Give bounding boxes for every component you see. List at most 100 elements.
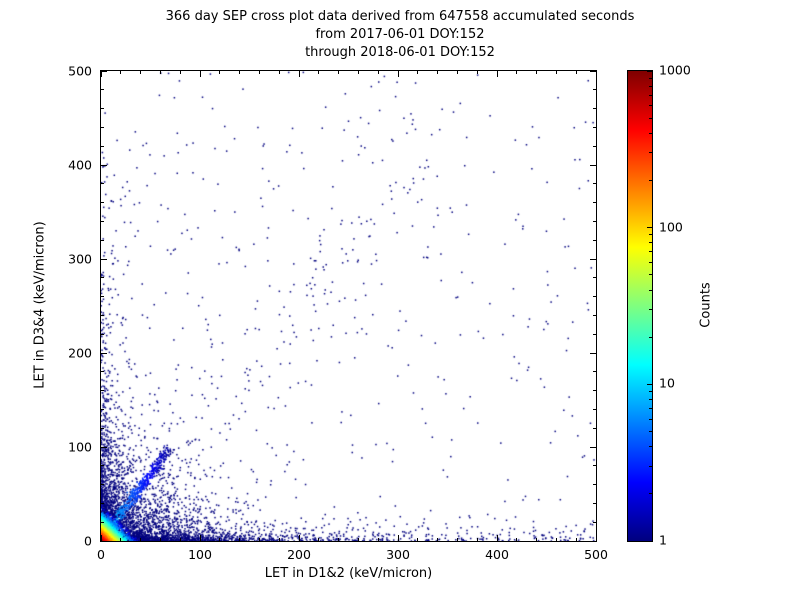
tick-mark — [590, 446, 596, 448]
tick-mark — [120, 538, 122, 541]
tick-mark — [338, 71, 340, 74]
tick-mark — [199, 71, 201, 77]
tick-mark — [239, 538, 241, 541]
x-axis-label: LET in D1&2 (keV/micron) — [264, 566, 433, 581]
tick-mark — [476, 538, 478, 541]
tick-mark — [219, 71, 221, 74]
tick-mark — [417, 71, 419, 74]
tick-mark — [593, 239, 596, 241]
tick-mark — [536, 71, 538, 74]
colorbar-tick-mark — [649, 465, 652, 467]
colorbar-tick-mark — [649, 399, 652, 401]
colorbar-tick-mark — [647, 70, 652, 72]
tick-mark — [101, 446, 107, 448]
tick-mark — [593, 296, 596, 298]
tick-mark — [199, 535, 201, 541]
tick-mark — [593, 220, 596, 222]
tick-mark — [101, 145, 104, 147]
tick-mark — [101, 183, 104, 185]
tick-mark — [179, 538, 181, 541]
tick-mark — [140, 538, 142, 541]
tick-mark — [101, 258, 107, 260]
tick-mark — [456, 71, 458, 74]
tick-mark — [101, 89, 104, 91]
tick-mark — [101, 502, 104, 504]
tick-mark — [101, 164, 107, 166]
tick-mark — [456, 538, 458, 541]
x-tick-label: 100 — [188, 547, 212, 562]
tick-mark — [593, 484, 596, 486]
plot-title-line-1: 366 day SEP cross plot data derived from… — [165, 9, 635, 24]
colorbar-tick-mark — [649, 430, 652, 432]
tick-mark — [101, 390, 104, 392]
tick-mark — [593, 390, 596, 392]
tick-mark — [437, 71, 439, 74]
tick-mark — [575, 538, 577, 541]
colorbar-tick-mark — [649, 251, 652, 253]
x-tick-label: 400 — [485, 547, 509, 562]
tick-mark — [101, 521, 104, 523]
tick-mark — [101, 296, 104, 298]
colorbar-tick-mark — [647, 383, 652, 385]
colorbar-tick-mark — [647, 227, 652, 229]
tick-mark — [101, 70, 107, 72]
tick-mark — [101, 220, 104, 222]
tick-mark — [593, 277, 596, 279]
y-tick-label: 200 — [68, 345, 92, 361]
colorbar-tick-mark — [649, 117, 652, 119]
colorbar-tick-mark — [649, 261, 652, 263]
tick-mark — [516, 538, 518, 541]
tick-mark — [536, 538, 538, 541]
colorbar-tick-mark — [649, 309, 652, 311]
x-tick-label: 0 — [97, 547, 105, 562]
tick-mark — [593, 408, 596, 410]
tick-mark — [100, 71, 102, 77]
tick-mark — [575, 71, 577, 74]
tick-mark — [593, 314, 596, 316]
tick-mark — [593, 89, 596, 91]
tick-mark — [101, 371, 104, 373]
tick-mark — [179, 71, 181, 74]
tick-mark — [159, 538, 161, 541]
tick-mark — [377, 71, 379, 74]
tick-mark — [417, 538, 419, 541]
tick-mark — [101, 427, 104, 429]
tick-mark — [397, 71, 399, 77]
tick-mark — [593, 427, 596, 429]
tick-mark — [593, 465, 596, 467]
tick-mark — [120, 71, 122, 74]
colorbar-tick-mark — [649, 94, 652, 96]
tick-mark — [318, 71, 320, 74]
tick-mark — [100, 535, 102, 541]
tick-mark — [590, 258, 596, 260]
tick-mark — [593, 183, 596, 185]
tick-mark — [298, 71, 300, 77]
scatter-canvas — [101, 71, 596, 541]
tick-mark — [595, 71, 597, 77]
tick-mark — [278, 71, 280, 74]
colorbar-tick-mark — [649, 77, 652, 79]
tick-mark — [101, 465, 104, 467]
tick-mark — [377, 538, 379, 541]
tick-mark — [593, 502, 596, 504]
colorbar-tick-mark — [649, 85, 652, 87]
tick-mark — [593, 145, 596, 147]
tick-mark — [318, 538, 320, 541]
tick-mark — [496, 535, 498, 541]
tick-mark — [239, 71, 241, 74]
colorbar-tick-mark — [649, 336, 652, 338]
tick-mark — [101, 333, 104, 335]
tick-mark — [258, 538, 260, 541]
tick-mark — [101, 277, 104, 279]
colorbar-tick-mark — [649, 242, 652, 244]
tick-mark — [101, 314, 104, 316]
y-tick-label: 400 — [68, 157, 92, 173]
tick-mark — [590, 352, 596, 354]
tick-mark — [258, 71, 260, 74]
colorbar-tick-mark — [649, 180, 652, 181]
tick-mark — [357, 71, 359, 74]
tick-mark — [590, 164, 596, 166]
tick-mark — [593, 333, 596, 335]
colorbar-tick-label: 100 — [659, 219, 683, 235]
